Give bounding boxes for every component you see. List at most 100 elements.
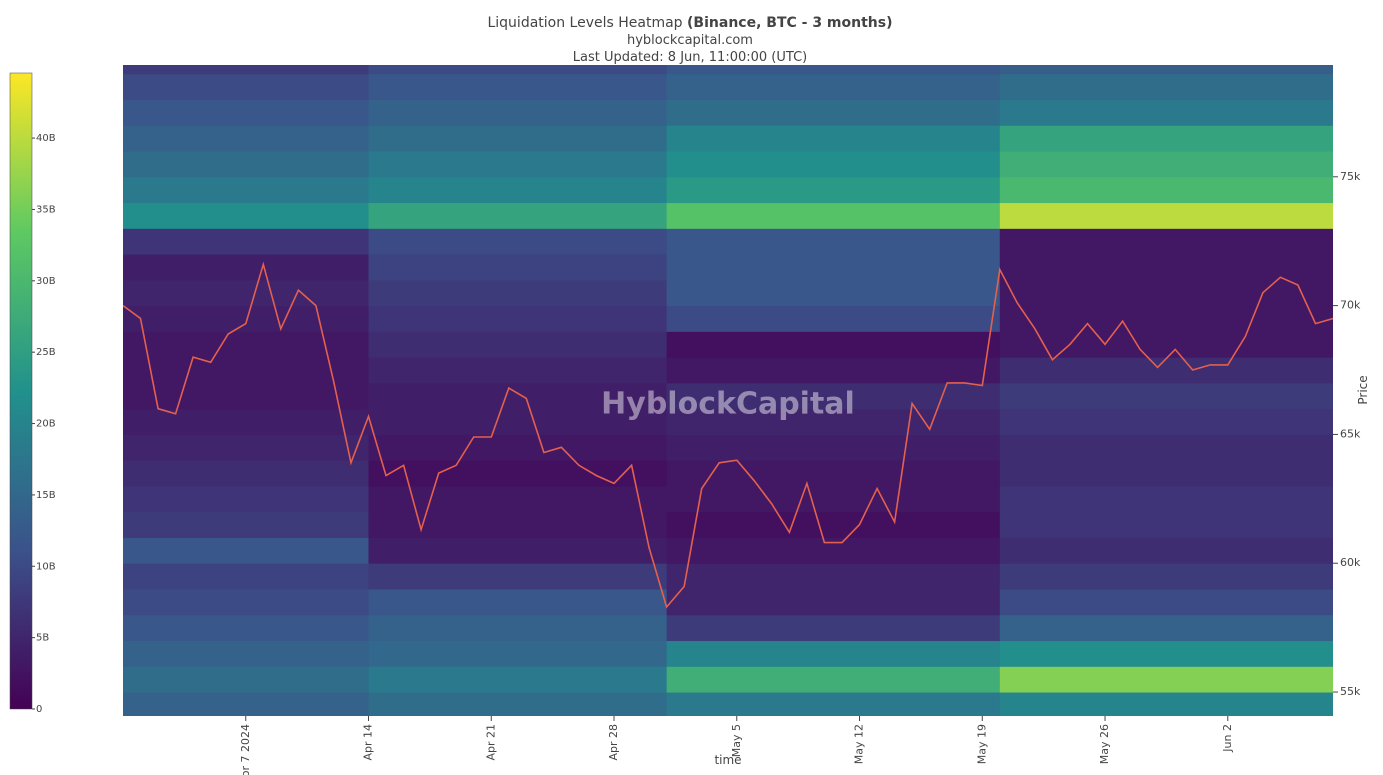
heat-cell	[999, 588, 1333, 616]
heat-cell	[368, 511, 668, 538]
heat-cell	[123, 279, 370, 307]
heat-cell	[666, 73, 1001, 101]
heat-cell	[123, 202, 370, 229]
heat-cell	[123, 331, 370, 358]
heat-cell	[123, 666, 370, 693]
heat-cell	[123, 692, 370, 716]
heat-cell	[999, 434, 1333, 461]
heat-cell	[368, 125, 668, 152]
x-tick-label: May 12	[853, 724, 866, 764]
x-tick-label: Apr 28	[607, 724, 620, 761]
heat-cell	[999, 563, 1333, 590]
heat-cell	[123, 305, 370, 332]
x-tick-label: Apr 21	[484, 724, 497, 761]
heat-cell	[123, 537, 370, 564]
heat-cell	[666, 640, 1001, 667]
heat-cell	[999, 485, 1333, 513]
heat-cell	[999, 511, 1333, 538]
heat-cell	[999, 73, 1333, 101]
heat-cell	[999, 357, 1333, 384]
heat-cell	[666, 588, 1001, 616]
heat-cell	[666, 692, 1001, 716]
heat-cell	[123, 640, 370, 667]
heat-cell	[123, 125, 370, 152]
heat-cell	[666, 202, 1001, 229]
heat-cell	[666, 537, 1001, 564]
heat-cell	[666, 460, 1001, 487]
heat-cell	[999, 202, 1333, 229]
heat-cell	[368, 588, 668, 616]
heat-cell	[368, 485, 668, 513]
heat-cell	[666, 614, 1001, 642]
heat-cell	[666, 99, 1001, 126]
heat-cell	[999, 537, 1333, 564]
heat-cell	[123, 511, 370, 538]
title-bold: (Binance, BTC - 3 months)	[687, 15, 892, 31]
y-tick-label: 75k	[1340, 170, 1361, 183]
heat-cell	[123, 176, 370, 204]
heat-cell	[123, 357, 370, 384]
heat-cell	[123, 382, 370, 410]
colorbar-tick-label: 25B	[36, 347, 56, 358]
y-tick-label: 70k	[1340, 299, 1361, 312]
heat-cell	[666, 279, 1001, 307]
heat-cell	[666, 357, 1001, 384]
heat-cell	[368, 640, 668, 667]
chart-title: Liquidation Levels Heatmap (Binance, BTC…	[487, 15, 892, 31]
heat-cell	[368, 614, 668, 642]
heat-cell	[123, 434, 370, 461]
heat-cell	[368, 151, 668, 178]
heat-cell	[368, 563, 668, 590]
updated: Last Updated: 8 Jun, 11:00:00 (UTC)	[573, 50, 807, 65]
heat-cell	[368, 382, 668, 410]
x-tick-label: May 5	[730, 724, 743, 757]
heat-cell	[368, 65, 668, 75]
heat-cell	[999, 692, 1333, 716]
heat-cell	[368, 434, 668, 461]
heat-cell	[368, 254, 668, 281]
heat-cell	[368, 331, 668, 358]
colorbar-tick-label: 40B	[36, 133, 56, 144]
heat-cell	[666, 65, 1001, 75]
heat-cell	[368, 279, 668, 307]
heat-cell	[666, 408, 1001, 435]
heat-cell	[666, 125, 1001, 152]
heat-cell	[666, 511, 1001, 538]
heat-cell	[666, 666, 1001, 693]
heat-cell	[666, 563, 1001, 590]
y-axis-title: Price	[1356, 375, 1370, 404]
heat-cell	[123, 228, 370, 255]
heat-cell	[123, 485, 370, 513]
x-tick-label: May 19	[975, 724, 988, 764]
heat-cell	[999, 176, 1333, 204]
heat-cell	[666, 151, 1001, 178]
x-tick-label: Apr 14	[362, 724, 375, 761]
heat-cell	[368, 176, 668, 204]
heat-cell	[999, 125, 1333, 152]
heat-cell	[666, 228, 1001, 255]
heat-cell	[368, 408, 668, 435]
colorbar-tick-label: 35B	[36, 204, 56, 215]
heat-cell	[368, 460, 668, 487]
colorbar-tick-label: 10B	[36, 561, 56, 572]
heat-cell	[666, 305, 1001, 332]
heat-cell	[368, 537, 668, 564]
heat-cell	[666, 176, 1001, 204]
heat-cell	[123, 588, 370, 616]
y-tick-label: 65k	[1340, 427, 1361, 440]
heat-cell	[123, 65, 370, 75]
heat-cell	[123, 460, 370, 487]
title: Liquidation Levels Heatmap	[487, 15, 687, 31]
heat-cell	[999, 279, 1333, 307]
heat-cell	[999, 331, 1333, 358]
heat-cell	[368, 202, 668, 229]
x-tick-label: May 26	[1098, 724, 1111, 764]
heat-cell	[123, 614, 370, 642]
heat-cell	[123, 151, 370, 178]
heat-cell	[999, 382, 1333, 410]
heat-cell	[666, 485, 1001, 513]
heat-cell	[368, 228, 668, 255]
heat-cell	[368, 692, 668, 716]
watermark: HyblockCapital	[601, 387, 855, 422]
heat-cell	[999, 151, 1333, 178]
